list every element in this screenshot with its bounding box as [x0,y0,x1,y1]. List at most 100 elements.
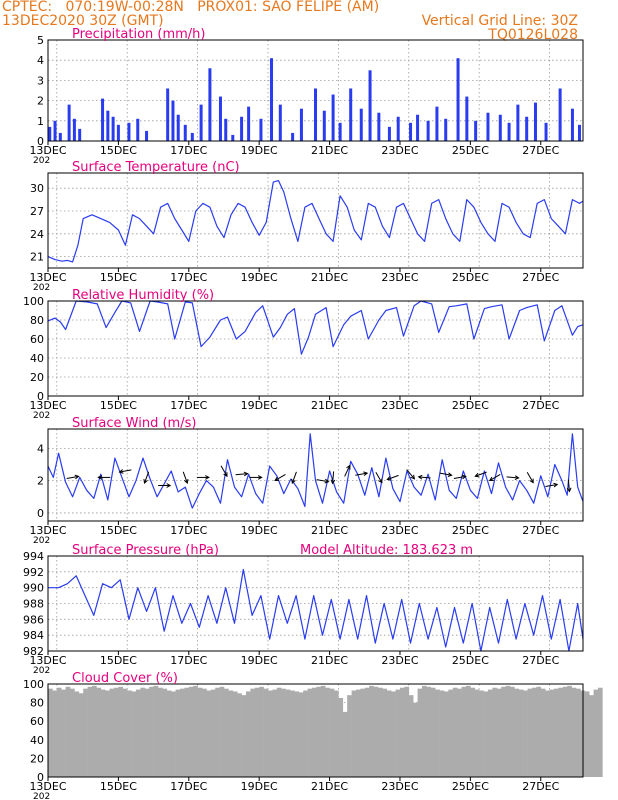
cloud-bar [338,697,344,777]
cloud-bar [316,686,322,777]
x-tick-label: 17DEC [170,399,207,412]
wind-arrow [545,482,559,488]
cloud-bar [245,691,251,777]
precip-bar [166,88,170,141]
y-tick-label: 984 [23,629,44,642]
x-tick-label: 17DEC [170,780,207,793]
y-tick-label: 80 [30,697,44,710]
x-tick-label: 17DEC [170,524,207,537]
wind-arrow-head [143,479,148,485]
cloud-bar [289,690,295,777]
cloud-bar [237,693,242,777]
cloud-bar [294,691,300,777]
cloud-bar [527,688,533,777]
panel-frame [47,683,584,778]
precip-bar [359,108,363,141]
y-tick-label: 2 [37,475,44,488]
cloud-bar [149,686,154,777]
cloud-bar [210,689,216,777]
precip-bar [456,58,460,141]
cloud-bar [250,688,256,777]
precip-bar [558,88,562,141]
wind-arrow-shaft [291,471,297,484]
wind-arrow-shaft [235,473,248,476]
wind-arrow-head [461,474,467,480]
precip-bar [314,88,317,141]
cloud-bar [56,687,62,777]
precip-bar [240,116,244,141]
cloud-bar [584,691,590,777]
cloud-bar [382,688,388,777]
cloud-bar [439,690,445,777]
precip-bar [171,100,175,141]
wind-arrow-head [166,483,172,488]
cloud-bar [509,686,515,777]
wind-arrow-head [488,476,494,481]
cloud-bar [505,685,511,777]
precip-bar [208,68,212,141]
wind-arrow [375,471,383,484]
wind-arrow [235,471,249,477]
wind-arrow-shaft [375,471,383,483]
precip-bar [231,134,235,141]
cloud-bar [369,685,374,777]
wind-arrow [330,471,336,485]
cloud-bar [78,693,84,777]
cloud-bar [430,687,436,777]
cloud-bar [514,688,520,777]
x-tick-label: 25DEC [452,144,489,157]
cloud-bar [228,690,234,777]
precip-bar [291,132,295,141]
model-altitude-label: Model Altitude: 183.623 m [300,543,473,558]
y-tick-label: 100 [23,678,44,691]
cloud-bar [483,691,489,777]
precip-bar [516,104,520,141]
cloud-bar [373,686,379,777]
x-tick-label: 15DEC [100,399,137,412]
cloud-bar [206,690,212,777]
header-code: TQ0126L028 [488,27,578,43]
y-tick-label: 988 [23,598,44,611]
wind-arrow-shaft [355,472,368,476]
cloud-bar [347,695,352,777]
precip-bar [67,104,71,141]
panel-frame [47,39,584,142]
cloud-bar [157,687,163,777]
cloud-bar [193,685,198,777]
cloud-bar [153,685,159,777]
cloud-bar [589,695,594,777]
precip-bar [416,114,420,141]
cloud-bar [457,688,462,777]
y-tick-label: 0 [37,771,44,784]
cloud-bar [272,689,278,777]
y-tick-label: 100 [23,295,44,308]
cloud-bar [479,690,484,777]
cloud-bar [342,711,348,777]
precip-bar [259,118,263,141]
precip-bar [270,58,274,141]
precip-bar [111,116,115,141]
precip-bar [48,126,52,141]
cloud-bar [355,689,361,777]
precip-bar [426,120,430,141]
y-tick-label: 0 [37,507,44,520]
cloud-bar [553,688,559,777]
wind-arrow-head [183,479,189,485]
wind-arrow-shaft [406,469,415,480]
cloud-bar [386,690,392,777]
x-tick-label: 13DEC [29,524,66,537]
wind-arrow-shaft [545,483,558,488]
precip-bar [145,130,149,141]
wind-arrow-head [324,478,330,484]
cloud-bar [399,687,405,777]
cloud-bar [518,689,524,777]
wind-arrow [182,471,189,485]
y-tick-label: 0 [37,390,44,403]
precip-bar [78,128,82,141]
x-tick-label: 13DEC [29,399,66,412]
x-year-label: 202 [33,156,50,166]
cloud-bar [496,688,502,777]
cloud-bar [540,688,546,777]
precip-bar [409,122,413,141]
cloud-bar [285,689,291,777]
